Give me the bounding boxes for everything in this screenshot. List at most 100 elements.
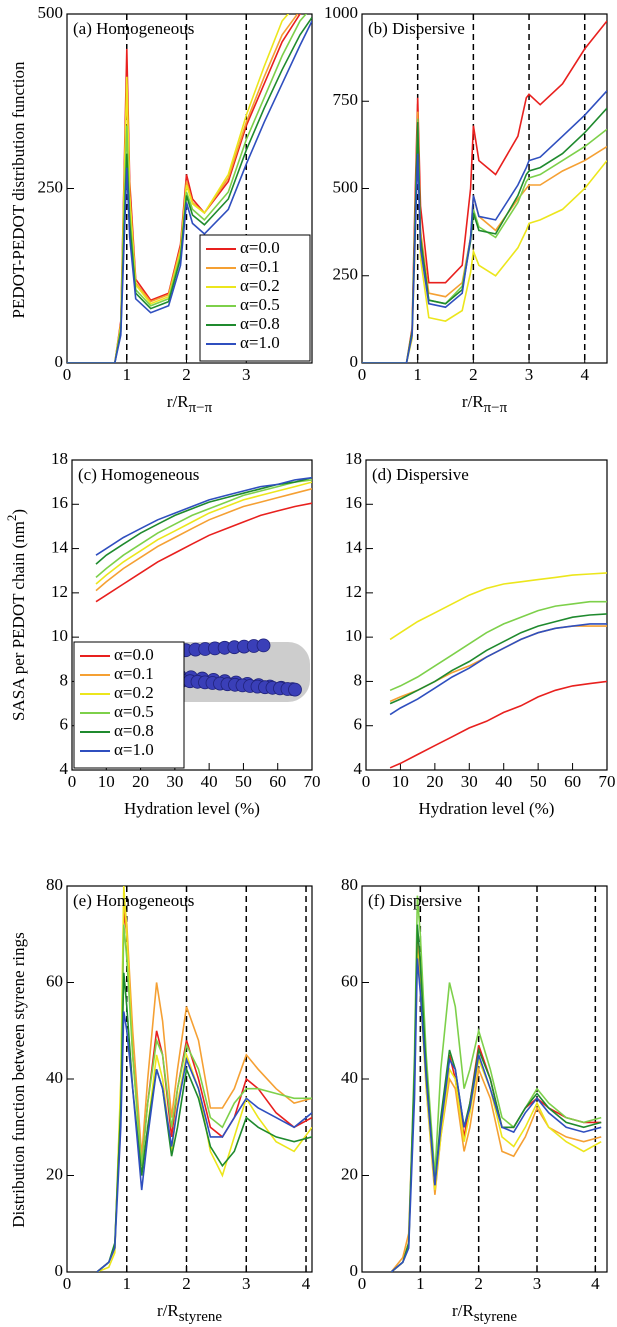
panel: 4 6 8 10 12 14 16 18 0 10 20 30 40 50 60 70 (c) Homogene… xyxy=(4,449,321,818)
x-axis-label-main: Hydration level (%) xyxy=(419,799,555,818)
y-tick-label: 500 xyxy=(38,3,64,22)
x-tick-label: 3 xyxy=(242,1274,251,1293)
y-tick-label: 0 xyxy=(350,352,359,371)
y-tick-label: 500 xyxy=(333,177,359,196)
x-axis-label: r/Rπ−π xyxy=(462,392,508,417)
x-axis-label-sub: styrene xyxy=(474,1309,518,1325)
x-axis-label-main: r/R xyxy=(157,1301,179,1320)
panel: 0 20 40 60 80 0 1 2 3 4 (f) Dispersive r/Rstyrene xyxy=(341,875,608,1326)
panel-label: (e) Homogeneous xyxy=(73,891,194,910)
plot-lines xyxy=(389,572,607,769)
y-tick-label: 18 xyxy=(51,449,68,468)
y-tick-label: 20 xyxy=(341,1164,358,1183)
x-tick-label: 20 xyxy=(132,772,149,791)
y-tick-label: 250 xyxy=(38,177,64,196)
legend: α=0.0α=0.1α=0.2α=0.5α=0.8α=1.0 xyxy=(199,234,311,362)
y-axis-label-main: PEDOT-PEDOT distribution function xyxy=(9,61,28,318)
series-line xyxy=(96,972,312,1272)
x-axis-label: Hydration level (%) xyxy=(419,799,555,818)
x-tick-label: 4 xyxy=(580,365,589,384)
x-tick-label: 0 xyxy=(358,1274,367,1293)
x-tick-label: 30 xyxy=(166,772,183,791)
x-tick-label: 2 xyxy=(182,1274,191,1293)
legend-label: α=0.1 xyxy=(114,664,154,683)
plot-frame xyxy=(66,885,313,1273)
legend-label: α=0.2 xyxy=(240,276,280,295)
y-tick-label: 16 xyxy=(51,493,68,512)
bead xyxy=(288,682,302,697)
x-tick-label: 2 xyxy=(469,365,478,384)
series-line xyxy=(389,680,607,769)
panel-label: (c) Homogeneous xyxy=(78,465,199,484)
legend-label: α=0.2 xyxy=(114,683,154,702)
y-tick-label: 6 xyxy=(354,715,363,734)
y-tick-label: 12 xyxy=(51,582,68,601)
x-tick-label: 50 xyxy=(235,772,252,791)
series-line xyxy=(390,958,602,1272)
x-tick-label: 4 xyxy=(302,1274,311,1293)
series-line xyxy=(95,481,312,585)
series-line xyxy=(389,572,607,641)
y-tick-label: 60 xyxy=(341,971,358,990)
x-tick-label: 40 xyxy=(201,772,218,791)
panel: 0 250 500 750 1000 0 1 2 3 4 (b) Dispersive r/Rπ−π xyxy=(324,3,608,417)
y-tick-label: 4 xyxy=(60,759,69,778)
y-axis-label: PEDOT-PEDOT distribution function xyxy=(9,61,28,318)
x-tick-label: 3 xyxy=(533,1274,542,1293)
y-tick-label: 250 xyxy=(333,265,359,284)
x-tick-label: 70 xyxy=(599,772,616,791)
series-line xyxy=(95,479,312,579)
y-tick-label: 6 xyxy=(60,715,69,734)
legend-label: α=0.5 xyxy=(240,295,280,314)
plot-lines xyxy=(362,20,607,363)
x-tick-label: 40 xyxy=(495,772,512,791)
x-axis-label-main: r/R xyxy=(462,392,484,411)
legend-label: α=0.0 xyxy=(114,645,154,664)
legend-label: α=1.0 xyxy=(240,333,280,352)
x-axis-label: r/Rstyrene xyxy=(452,1301,517,1326)
series-line xyxy=(362,90,607,363)
plot-lines xyxy=(67,14,312,363)
panel-label: (a) Homogeneous xyxy=(73,19,194,38)
x-tick-label: 10 xyxy=(392,772,409,791)
y-tick-label: 750 xyxy=(333,90,359,109)
x-tick-label: 0 xyxy=(63,365,72,384)
x-tick-label: 2 xyxy=(474,1274,483,1293)
y-tick-label: 60 xyxy=(46,971,63,990)
plot-lines xyxy=(96,886,312,1272)
x-tick-label: 2 xyxy=(182,365,191,384)
panel-label: (f) Dispersive xyxy=(368,891,462,910)
legend: α=0.0α=0.1α=0.2α=0.5α=0.8α=1.0 xyxy=(73,641,185,769)
y-axis-label: SASA per PEDOT chain (nm2) xyxy=(4,509,28,721)
y-tick-label: 0 xyxy=(55,352,64,371)
legend-box xyxy=(73,641,185,769)
y-tick-label: 8 xyxy=(60,670,69,689)
x-tick-label: 0 xyxy=(362,772,371,791)
y-tick-label: 16 xyxy=(345,493,362,512)
x-tick-label: 20 xyxy=(426,772,443,791)
x-axis-label-sub: π−π xyxy=(189,400,213,416)
y-axis-label-sup: 2 xyxy=(4,515,19,522)
x-tick-label: 30 xyxy=(461,772,478,791)
y-tick-label: 18 xyxy=(345,449,362,468)
x-tick-label: 1 xyxy=(123,1274,132,1293)
y-tick-label: 4 xyxy=(354,759,363,778)
y-axis-label-end: ) xyxy=(9,509,28,515)
y-tick-label: 12 xyxy=(345,582,362,601)
y-tick-label: 14 xyxy=(51,537,69,556)
y-axis-label-main: Distribution function between styrene ri… xyxy=(9,932,28,1228)
panel-label: (b) Dispersive xyxy=(368,19,465,38)
x-tick-label: 60 xyxy=(564,772,581,791)
series-line xyxy=(362,20,607,363)
series-line xyxy=(96,886,312,1272)
series-line xyxy=(389,623,607,716)
y-tick-label: 8 xyxy=(354,670,363,689)
x-tick-label: 1 xyxy=(123,365,132,384)
legend-label: α=0.8 xyxy=(240,314,280,333)
x-axis-label-sub: styrene xyxy=(179,1309,223,1325)
x-axis-label-main: r/R xyxy=(167,392,189,411)
x-axis-label: Hydration level (%) xyxy=(124,799,260,818)
x-tick-label: 4 xyxy=(591,1274,600,1293)
y-axis-label: Distribution function between styrene ri… xyxy=(9,932,28,1228)
series-line xyxy=(95,476,312,556)
